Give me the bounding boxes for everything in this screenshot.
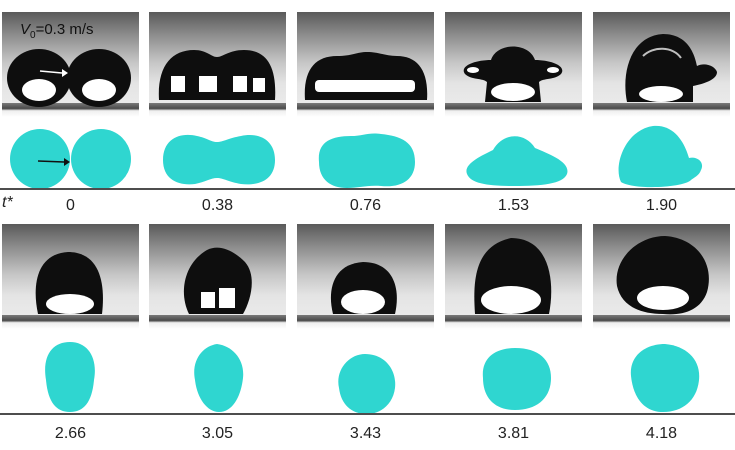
photo-frame-t418 — [593, 224, 730, 329]
droplet-photo — [35, 252, 103, 314]
time-label: 3.43 — [349, 425, 382, 442]
droplet-simulation — [630, 344, 700, 412]
baseline-row1 — [0, 188, 735, 190]
droplet-photo — [474, 238, 552, 314]
photo-frame-t305 — [149, 224, 286, 329]
droplet-simulation — [163, 134, 275, 185]
photo-frame-t153 — [445, 12, 582, 117]
time-label: 2.66 — [54, 425, 87, 442]
arrow-icon — [37, 160, 65, 163]
time-label: 0.76 — [349, 197, 382, 214]
photo-frame-t038 — [149, 12, 286, 117]
droplet-simulation — [482, 348, 551, 410]
droplet-simulation — [466, 136, 568, 186]
droplet-photo — [304, 52, 428, 100]
time-label: 0 — [66, 197, 75, 214]
droplet-photo — [330, 262, 397, 314]
droplet-photo — [183, 247, 252, 314]
droplet-simulation — [338, 354, 396, 414]
droplet-simulation — [10, 129, 131, 189]
time-label: 4.18 — [645, 425, 678, 442]
time-label: 3.05 — [201, 425, 234, 442]
time-label: 0.38 — [201, 197, 234, 214]
baseline-row2 — [0, 413, 735, 415]
droplet-photo — [158, 50, 276, 100]
photo-frame-t381 — [445, 224, 582, 329]
droplet-simulation — [318, 133, 415, 188]
time-label: 1.53 — [497, 197, 530, 214]
photo-frame-t076 — [297, 12, 434, 117]
photo-frame-t0 — [2, 12, 139, 117]
droplet-photo — [616, 236, 709, 315]
time-label: 3.81 — [497, 425, 530, 442]
droplet-photo — [7, 49, 131, 107]
droplet-photo — [625, 34, 717, 102]
photo-frame-t190 — [593, 12, 730, 117]
time-symbol: t* — [2, 194, 13, 211]
droplet-photo — [463, 46, 563, 102]
droplet-simulation — [45, 342, 95, 412]
photo-frame-t343 — [297, 224, 434, 329]
arrow-icon — [39, 70, 63, 74]
droplet-simulation — [194, 344, 244, 412]
droplet-simulation — [618, 125, 703, 188]
velocity-label: V0=0.3 m/s — [20, 21, 94, 42]
photo-frame-t266 — [2, 224, 139, 329]
time-label: 1.90 — [645, 197, 678, 214]
